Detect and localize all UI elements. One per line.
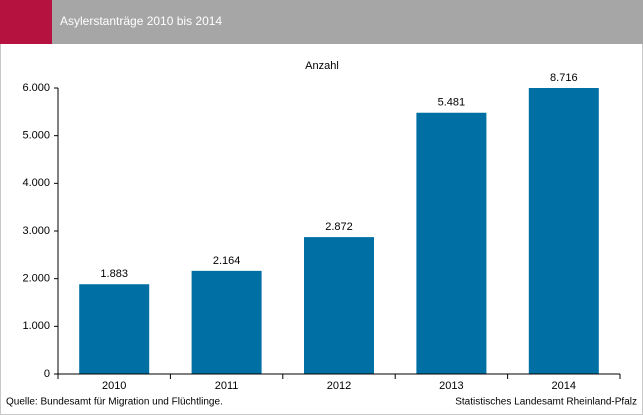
- y-axis-label: Anzahl: [305, 60, 339, 72]
- bar: [191, 270, 262, 374]
- header-band: [0, 0, 643, 44]
- credit: Statistisches Landesamt Rheinland-Pfalz: [455, 397, 637, 408]
- bars: [79, 88, 599, 374]
- x-tick-label: 2012: [327, 380, 351, 392]
- value-label: 5.481: [438, 97, 466, 109]
- x-tick-label: 2013: [439, 380, 463, 392]
- value-label: 8.716: [550, 72, 578, 84]
- x-tick-label: 2010: [102, 380, 126, 392]
- value-label: 2.872: [325, 221, 353, 233]
- bar: [304, 237, 374, 374]
- header-accent: [0, 0, 52, 44]
- bar: [416, 112, 487, 374]
- chart-title: Asylerstanträge 2010 bis 2014: [60, 14, 222, 28]
- y-tick-label: 1.000: [22, 320, 50, 332]
- bar: [79, 284, 150, 374]
- y-tick-label: 4.000: [22, 177, 50, 189]
- y-tick-label: 3.000: [22, 225, 50, 237]
- value-label: 2.164: [213, 255, 241, 267]
- y-tick-label: 0: [44, 368, 50, 380]
- y-tick-label: 5.000: [22, 130, 50, 142]
- source: Quelle: Bundesamt für Migration und Flüc…: [6, 397, 223, 408]
- x-tick-label: 2014: [552, 380, 576, 392]
- y-tick-label: 2.000: [22, 273, 50, 285]
- value-label: 1.883: [100, 268, 128, 280]
- x-tick-label: 2011: [215, 380, 239, 392]
- bar: [528, 88, 599, 374]
- y-tick-label: 6.000: [22, 82, 50, 94]
